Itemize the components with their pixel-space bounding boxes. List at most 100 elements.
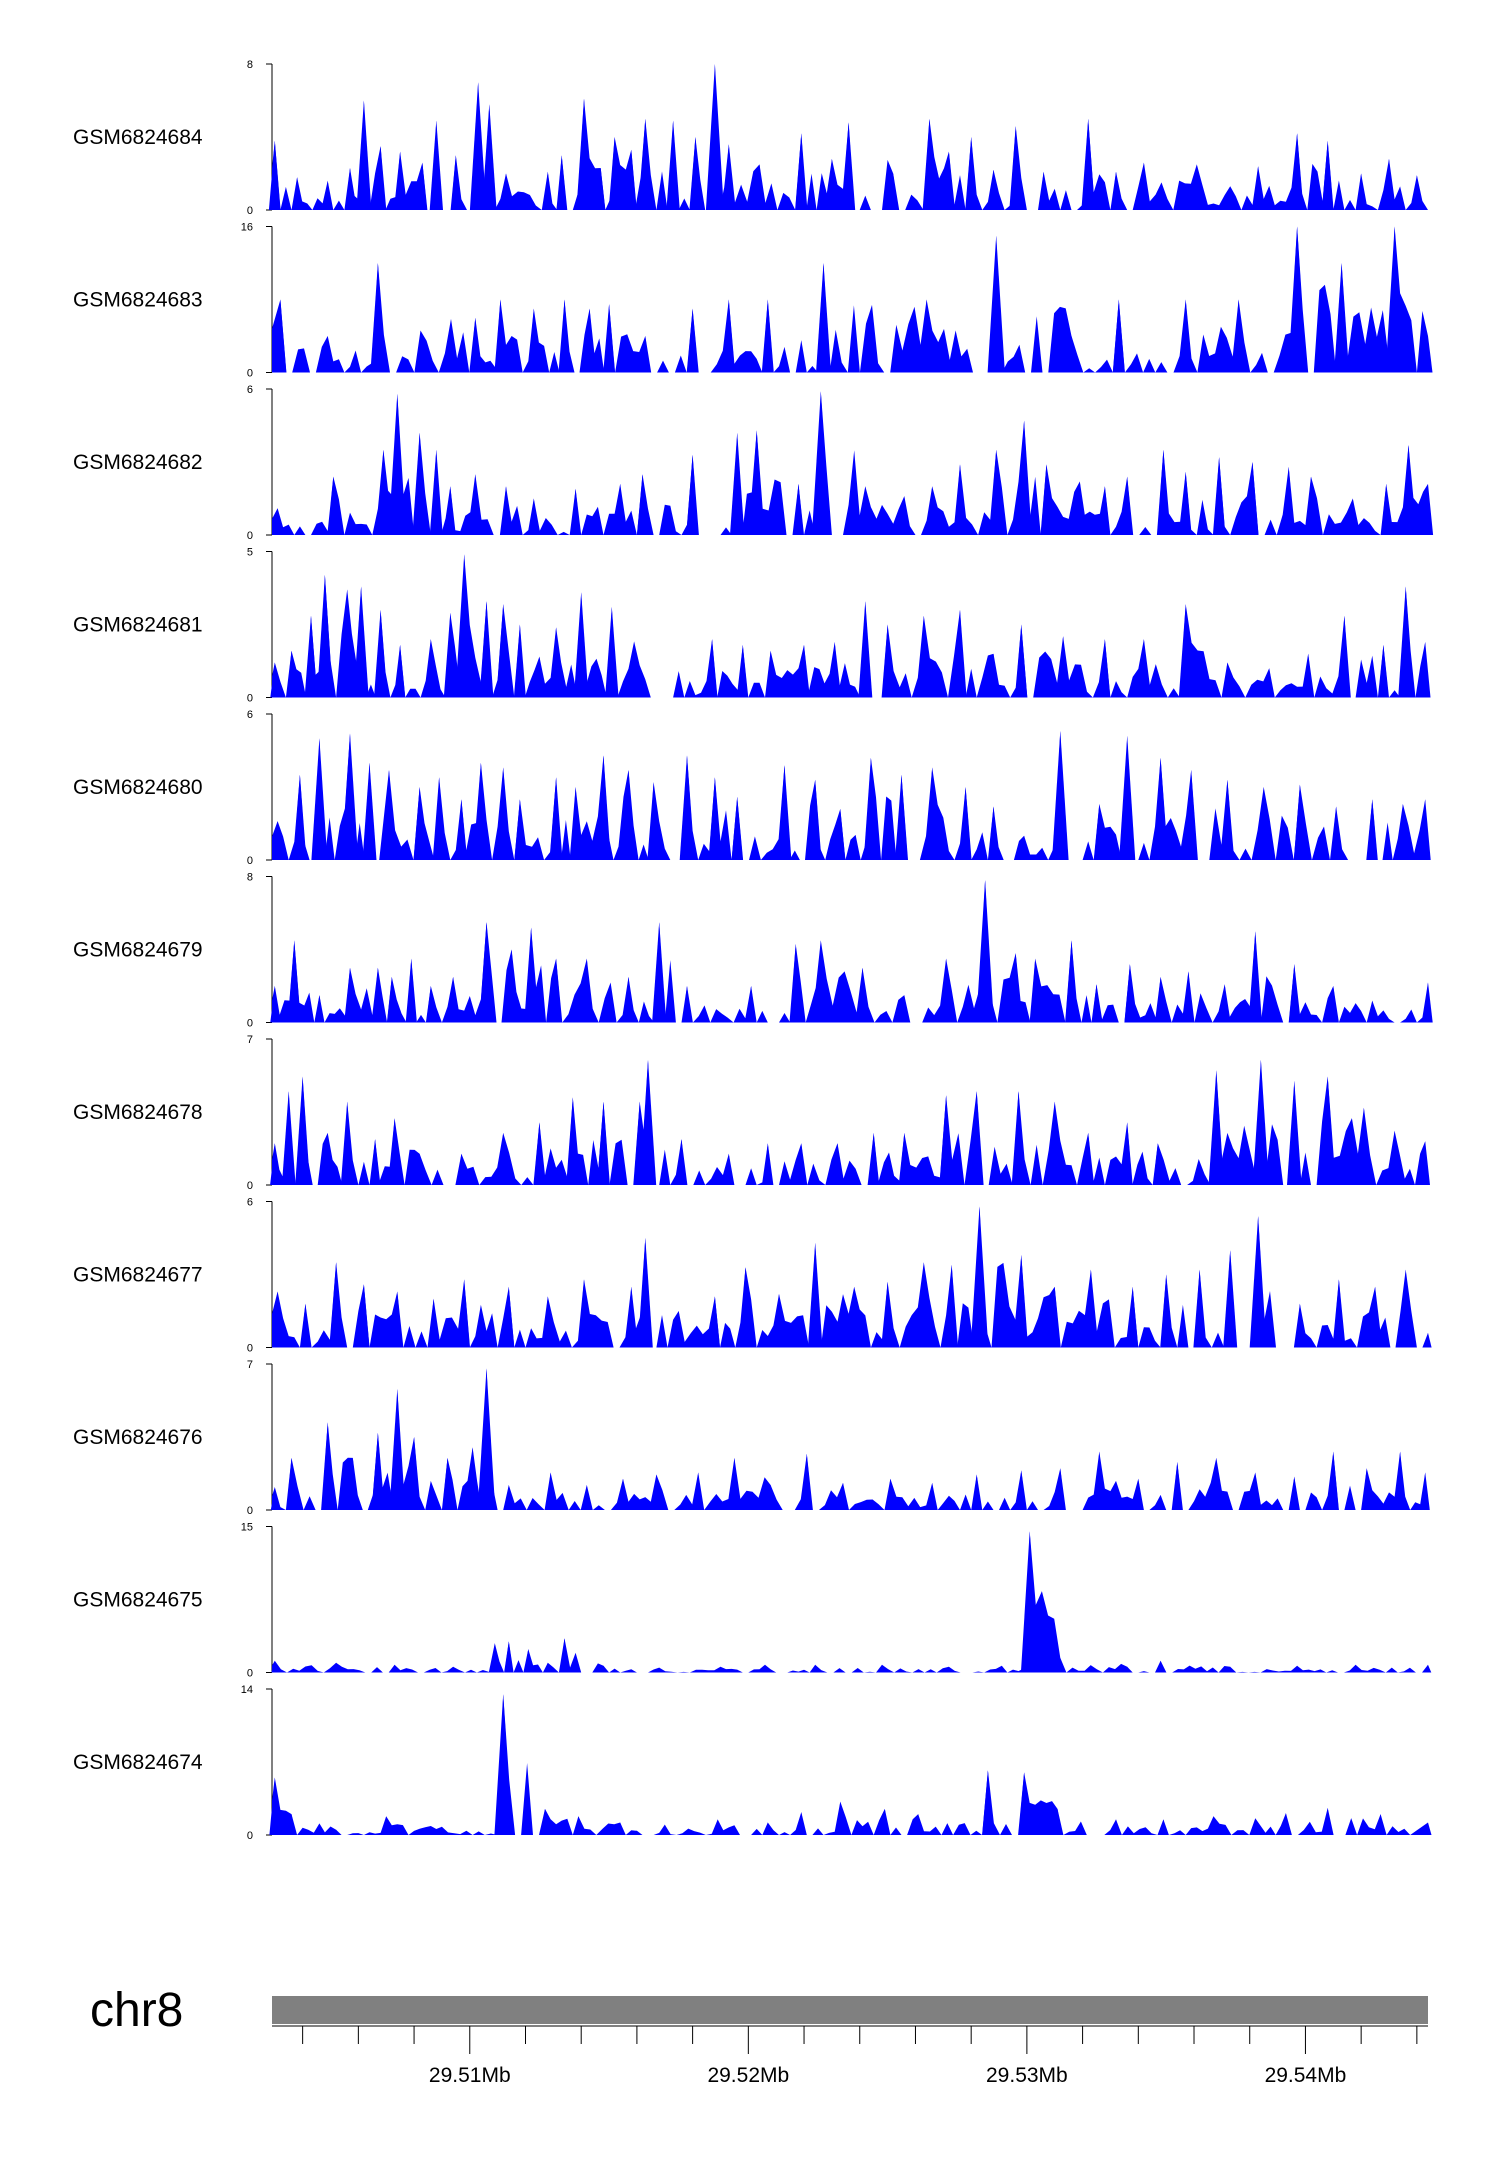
peak-mark — [432, 777, 446, 860]
peak-mark — [449, 1666, 457, 1673]
track-label: GSM6824674 — [73, 1751, 203, 1774]
peak-mark — [1328, 986, 1338, 1023]
peak-mark — [969, 1091, 984, 1185]
peak-mark — [570, 488, 581, 535]
track-label: GSM6824683 — [73, 289, 203, 312]
track-GSM6824684: GSM6824684 8 0 — [73, 59, 1428, 217]
track-GSM6824676: GSM6824676 7 0 — [73, 1359, 1430, 1517]
peak-mark — [1366, 799, 1378, 860]
y-tick-min-label: 0 — [247, 855, 253, 867]
peak-mark — [635, 665, 644, 698]
peak-mark — [448, 976, 458, 1023]
peak-mark — [953, 609, 967, 698]
peak-mark — [271, 1660, 279, 1673]
peak-mark — [940, 958, 952, 1023]
peak-mark — [270, 986, 280, 1023]
peak-mark — [1112, 1819, 1120, 1835]
peak-mark — [1288, 226, 1307, 373]
y-tick-min-label: 0 — [247, 1830, 253, 1842]
coverage-area — [272, 1368, 1428, 1510]
peak-mark — [1303, 653, 1313, 698]
peak-mark — [388, 393, 407, 535]
peak-mark — [469, 474, 481, 535]
peak-mark — [1184, 770, 1198, 860]
peak-mark — [693, 1472, 703, 1510]
y-tick-min-label: 0 — [247, 1668, 253, 1680]
peak-mark — [467, 1447, 479, 1510]
track-label: GSM6824680 — [73, 776, 203, 799]
peak-mark — [796, 1143, 806, 1185]
peak-mark — [1074, 481, 1085, 535]
peak-mark — [1423, 982, 1433, 1023]
peak-mark — [300, 1303, 311, 1348]
peak-mark — [729, 1457, 740, 1510]
peak-mark — [917, 615, 931, 698]
peak-mark — [543, 171, 553, 210]
peak-mark — [566, 1097, 580, 1185]
peak-mark — [391, 1664, 398, 1673]
peak-mark — [1153, 1143, 1163, 1185]
track-label: GSM6824679 — [73, 939, 203, 962]
peak-mark — [1138, 639, 1150, 698]
peak-mark — [505, 949, 518, 1023]
peak-mark — [1112, 299, 1125, 373]
peak-mark — [1282, 466, 1295, 535]
peak-mark — [777, 765, 792, 860]
peak-mark — [496, 604, 510, 698]
tracks-area: GSM682468480GSM6824683160GSM682468260GSM… — [73, 59, 1434, 1842]
peak-mark — [353, 586, 369, 698]
peak-mark — [504, 1641, 514, 1673]
peak-mark — [717, 1666, 724, 1673]
peak-mark — [1121, 476, 1133, 535]
peak-mark — [490, 1643, 499, 1673]
peak-mark — [1288, 964, 1300, 1023]
peak-mark — [945, 1666, 953, 1673]
peak-mark — [1282, 1813, 1290, 1835]
peak-mark — [708, 777, 722, 860]
peak-mark — [988, 169, 999, 210]
peak-mark — [1376, 1814, 1385, 1835]
peak-mark — [765, 650, 776, 698]
peak-mark — [959, 787, 972, 860]
peak-mark — [621, 770, 636, 860]
peak-mark — [544, 1662, 552, 1673]
peak-mark — [1099, 486, 1110, 535]
peak-mark — [679, 755, 695, 860]
peak-mark — [1099, 639, 1111, 698]
peak-mark — [656, 1667, 663, 1673]
peak-mark — [273, 821, 283, 860]
peak-mark — [773, 1294, 785, 1348]
peak-mark — [640, 336, 650, 373]
x-tick-label: 29.51Mb — [429, 2064, 511, 2087]
peak-mark — [340, 1101, 354, 1185]
peak-mark — [494, 299, 507, 373]
peak-mark — [356, 100, 372, 210]
y-tick-max-label: 14 — [241, 1684, 253, 1696]
peak-mark — [686, 454, 699, 535]
peak-mark — [1389, 1130, 1400, 1185]
peak-mark — [868, 1132, 879, 1185]
peak-mark — [858, 601, 873, 698]
peak-mark — [392, 1291, 403, 1348]
peak-mark — [1378, 644, 1389, 698]
peak-mark — [761, 299, 774, 373]
peak-mark — [1333, 1279, 1345, 1348]
peak-mark — [1397, 804, 1409, 860]
peak-mark — [273, 508, 282, 535]
peak-mark — [808, 779, 822, 860]
peak-mark — [581, 958, 593, 1023]
peak-mark — [513, 624, 526, 698]
peak-mark — [576, 98, 592, 210]
peak-mark — [1212, 457, 1226, 535]
peak-mark — [1193, 1269, 1206, 1348]
peak-mark — [1356, 173, 1366, 210]
peak-mark — [1065, 940, 1078, 1023]
peak-mark — [878, 1664, 886, 1673]
y-tick-max-label: 16 — [241, 222, 253, 234]
peak-mark — [1057, 636, 1069, 698]
peak-mark — [976, 880, 994, 1023]
peak-mark — [638, 118, 652, 210]
peak-mark — [329, 1262, 343, 1348]
peak-mark — [394, 151, 406, 210]
peak-mark — [286, 1457, 297, 1510]
